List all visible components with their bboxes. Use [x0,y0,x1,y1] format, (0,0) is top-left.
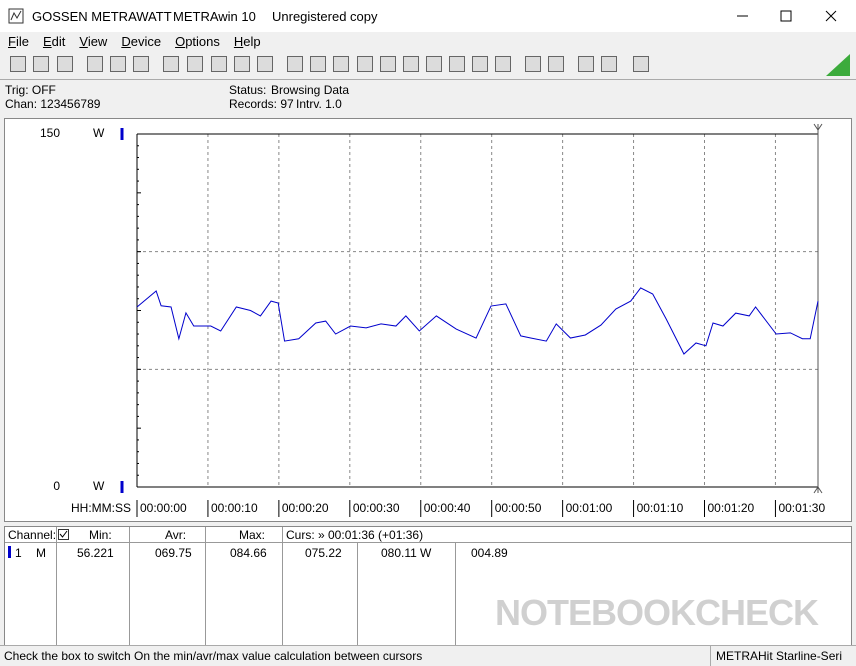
toolbar-button[interactable] [601,56,617,72]
header: Max: [239,528,266,542]
col-line [56,527,57,542]
toolbar-button[interactable] [472,56,488,72]
records: Records: 97 [229,97,294,111]
col-line [129,527,130,645]
status-hint: Check the box to switch On the min/avr/m… [4,649,423,663]
chart: 00:00:00 00:00:10 00:00:20 00:00:30 00:00:40… [4,118,852,522]
y-unit: W [93,126,105,140]
toolbar-button[interactable] [57,56,73,72]
channel-color [8,546,11,558]
maximize[interactable] [780,10,792,22]
toolbar-button[interactable] [257,56,273,72]
toolbar-button[interactable] [449,56,465,72]
toolbar-button[interactable] [87,56,103,72]
cell: 56.221 [77,546,114,560]
status-label: Status: [229,83,267,97]
toolbar-button[interactable] [333,56,349,72]
x-tick-label: 00:01:30 [778,501,825,515]
cell: 069.75 [155,546,192,560]
app-icon [8,8,24,24]
toolbar-button[interactable] [403,56,419,72]
toolbar-button[interactable] [525,56,541,72]
col-line [205,527,206,645]
toolbar-button[interactable] [426,56,442,72]
interval: Intrv. 1.0 [296,97,342,111]
title-bar [0,0,856,32]
x-tick-label: 00:00:00 [140,501,187,515]
y-tick-label: 150 [40,126,60,140]
cell: 080.11 [381,546,417,560]
toolbar-button[interactable] [187,56,203,72]
toolbar-button[interactable] [548,56,564,72]
license: Unregistered copy [272,9,378,24]
toolbar-button[interactable] [495,56,511,72]
menu-bar: File Edit View Device Options Help [8,34,275,49]
col-line [282,527,283,645]
y-unit: W [93,479,105,493]
toolbar-button[interactable] [357,56,373,72]
header: Min: [89,528,112,542]
toolbar-button[interactable] [380,56,396,72]
cell: M [36,546,46,560]
toolbar-button[interactable] [133,56,149,72]
x-tick-label: 00:00:40 [424,501,471,515]
x-tick-label: 00:00:10 [211,501,258,515]
toolbar-button[interactable] [10,56,26,72]
toolbar-button[interactable] [163,56,179,72]
window-controls [737,10,837,22]
trig: Trig: OFF [5,83,56,97]
table-rule [5,542,851,543]
cell: 1 [15,546,22,560]
x-tick-label: 00:01:00 [566,501,613,515]
cell: W [420,546,432,560]
data-line [136,287,819,355]
x-tick-label: 00:00:20 [282,501,329,515]
y-tick-label: 0 [53,479,60,493]
header: Avr: [165,528,187,542]
toolbar-button[interactable] [310,56,326,72]
cell: 084.66 [230,546,267,560]
toolbar [0,52,856,78]
device: METRAHit Starline-Seri [716,649,843,663]
calc-checkbox[interactable] [58,529,69,540]
toolbar-button[interactable] [110,56,126,72]
toolbar-button[interactable] [234,56,250,72]
status: Browsing Data [271,83,350,97]
menu-item[interactable]: Options [175,34,220,49]
toolbar-button[interactable] [578,56,594,72]
x-tick-label: 00:00:30 [353,501,400,515]
separator [0,79,856,80]
x-tick-label: 00:00:50 [495,501,542,515]
app-name: METRAwin 10 [173,9,256,24]
close[interactable] [825,10,837,22]
chan: Chan: 123456789 [5,97,101,111]
toolbar-button[interactable] [211,56,227,72]
menu-item[interactable]: File [8,34,29,49]
status-indicator [826,54,850,76]
toolbar-button[interactable] [633,56,649,72]
header: Curs: » 00:01:36 (+01:36) [286,528,424,542]
menu-item[interactable]: Help [233,34,261,49]
header: Channel: [8,528,57,542]
toolbar-button[interactable] [33,56,49,72]
x-tick-label: 00:01:10 [637,501,684,515]
cursor-handle [813,123,823,494]
cell: 004.89 [471,546,508,560]
col-line [357,543,358,645]
status-sep [710,646,711,666]
col-line [56,543,57,645]
status-bar: Check the box to switch On the min/avr/m… [0,645,856,666]
values-table: Channel: Min: Avr: Max: Curs: » 00:01:36… [4,526,852,646]
menu-item[interactable]: Edit [42,34,66,49]
x-tick-label: 00:01:20 [708,501,755,515]
menu-item[interactable]: View [79,34,108,49]
col-line [455,543,456,645]
x-axis-label: HH:MM:SS [71,501,131,515]
window-title: GOSSEN METRAWATT [32,9,172,24]
toolbar-button[interactable] [287,56,303,72]
menu-item[interactable]: Device [121,34,162,49]
watermark: NOTEBOOKCHECK [495,592,819,633]
cell: 075.22 [305,546,342,560]
